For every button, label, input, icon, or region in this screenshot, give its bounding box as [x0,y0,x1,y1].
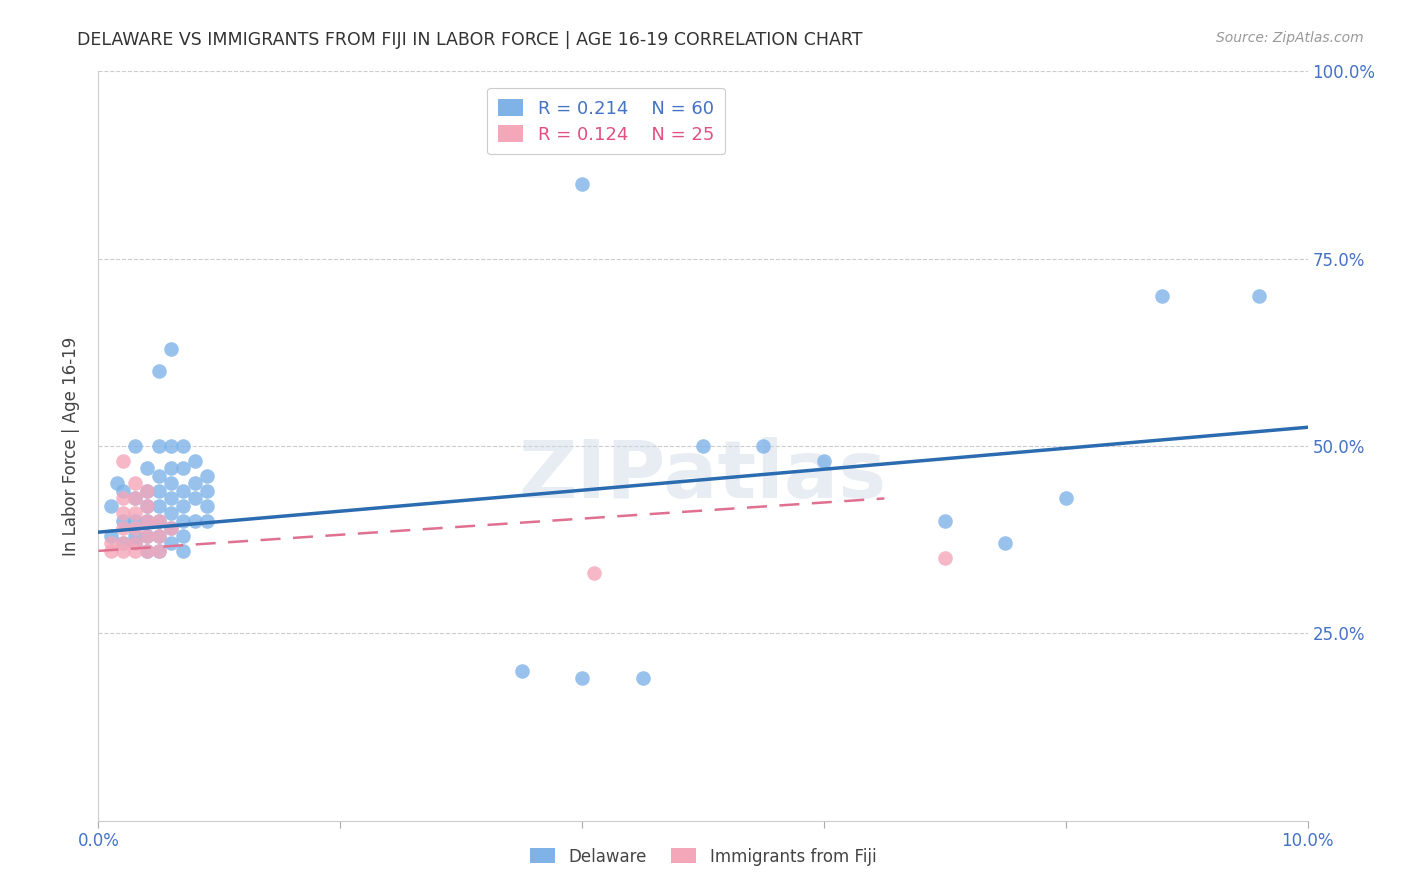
Point [124,536,146,550]
Point [105,476,128,491]
Point [111,491,134,506]
Point [111,536,134,550]
Point [1152,289,1174,303]
Point [994,536,1017,550]
Point [148,499,170,513]
Point [148,529,170,543]
Point [934,551,956,566]
Point [160,342,183,356]
Point [692,439,714,453]
Point [571,177,593,191]
Point [148,364,170,378]
Point [752,439,775,453]
Text: ZIPatlas: ZIPatlas [519,437,887,515]
Point [1249,289,1271,303]
Point [135,499,157,513]
Point [172,461,194,475]
Point [172,439,194,453]
Point [100,544,122,558]
Point [124,507,146,521]
Point [148,544,170,558]
Point [135,499,157,513]
Text: Source: ZipAtlas.com: Source: ZipAtlas.com [1216,31,1364,45]
Point [111,536,134,550]
Point [148,439,170,453]
Point [135,461,157,475]
Point [160,461,183,475]
Point [100,529,122,543]
Point [195,469,218,483]
Point [510,664,533,678]
Point [172,544,194,558]
Point [195,499,218,513]
Point [571,671,593,685]
Point [160,521,183,535]
Point [172,499,194,513]
Point [583,566,606,581]
Point [160,536,183,550]
Point [184,491,207,506]
Point [195,483,218,498]
Point [160,476,183,491]
Point [124,476,146,491]
Point [135,544,157,558]
Point [135,514,157,528]
Point [172,483,194,498]
Point [135,483,157,498]
Point [135,529,157,543]
Point [160,439,183,453]
Point [111,454,134,468]
Point [111,507,134,521]
Point [135,544,157,558]
Point [124,536,146,550]
Y-axis label: In Labor Force | Age 16-19: In Labor Force | Age 16-19 [62,336,80,556]
Point [1054,491,1077,506]
Point [100,499,122,513]
Point [135,514,157,528]
Point [184,514,207,528]
Point [100,536,122,550]
Point [135,483,157,498]
Point [124,521,146,535]
Point [111,544,134,558]
Point [148,469,170,483]
Point [148,514,170,528]
Point [813,454,835,468]
Point [111,483,134,498]
Point [172,529,194,543]
Point [184,476,207,491]
Point [124,491,146,506]
Point [172,514,194,528]
Legend: Delaware, Immigrants from Fiji: Delaware, Immigrants from Fiji [523,841,883,872]
Point [160,521,183,535]
Point [148,514,170,528]
Point [934,514,956,528]
Point [160,491,183,506]
Point [124,491,146,506]
Point [148,544,170,558]
Point [184,454,207,468]
Point [111,521,134,535]
Text: DELAWARE VS IMMIGRANTS FROM FIJI IN LABOR FORCE | AGE 16-19 CORRELATION CHART: DELAWARE VS IMMIGRANTS FROM FIJI IN LABO… [77,31,863,49]
Point [631,671,654,685]
Point [135,529,157,543]
Point [111,514,134,528]
Point [148,483,170,498]
Point [124,529,146,543]
Point [124,514,146,528]
Point [148,529,170,543]
Point [160,507,183,521]
Point [124,439,146,453]
Point [124,544,146,558]
Point [195,514,218,528]
